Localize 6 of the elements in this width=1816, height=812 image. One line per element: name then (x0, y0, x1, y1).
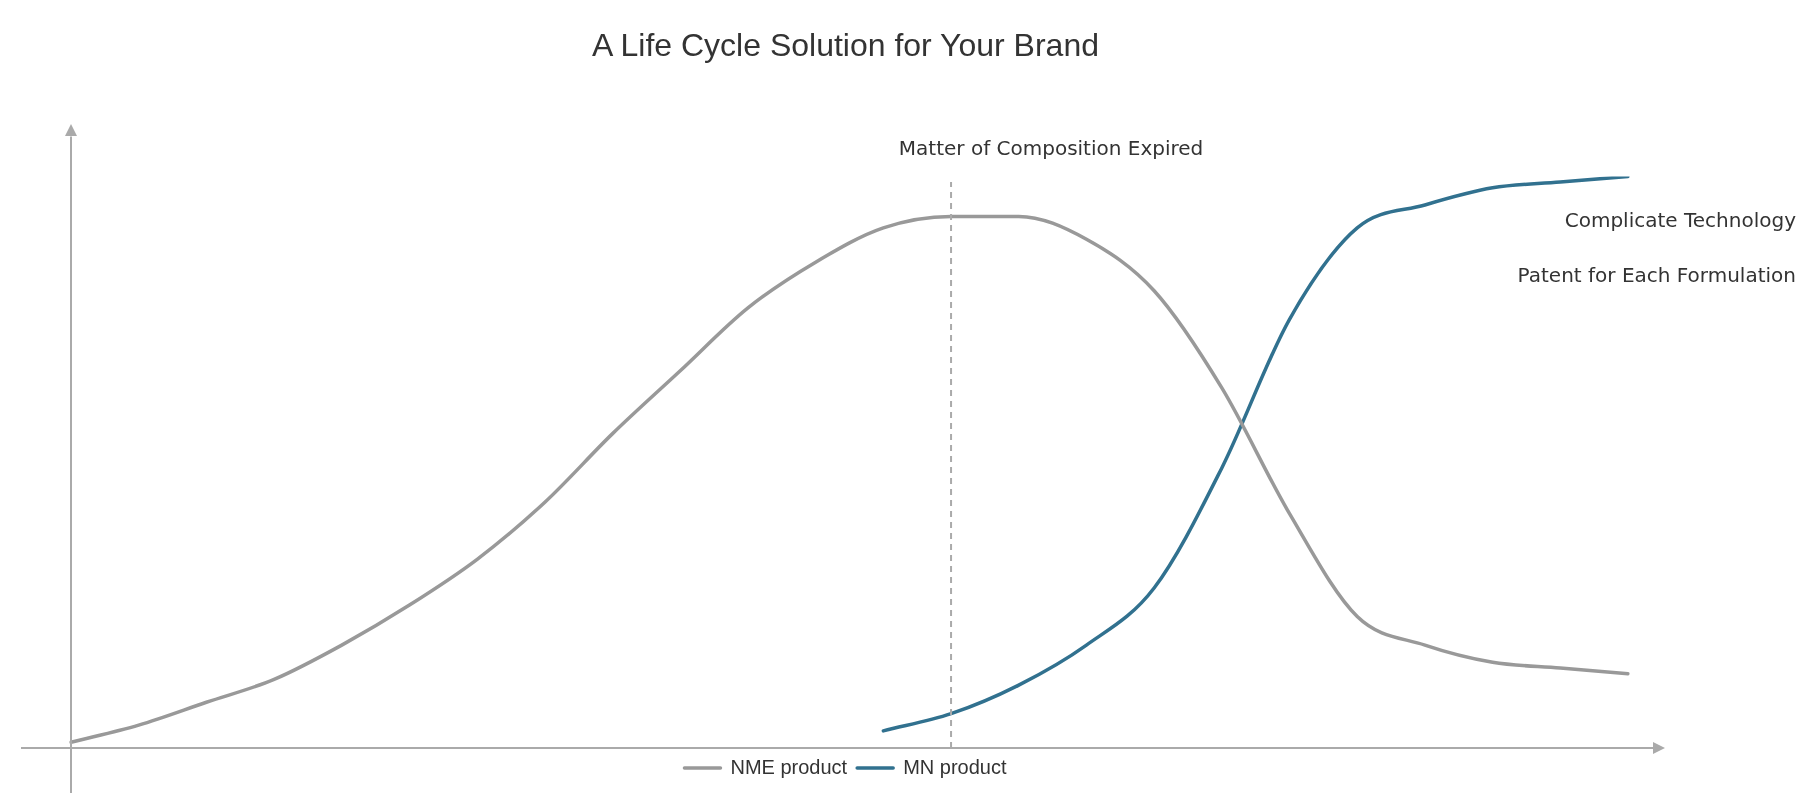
legend-label: MN product (903, 755, 1007, 778)
text: Matter of Composition Expired (898, 136, 1204, 161)
chart-title: A Life Cycle Solution for Your Brand (592, 27, 1099, 64)
annotation: Patent for Each Formulation (1517, 263, 1796, 288)
annotation: Complicate Technology (1564, 208, 1797, 233)
legend-label: NME product (730, 755, 848, 778)
